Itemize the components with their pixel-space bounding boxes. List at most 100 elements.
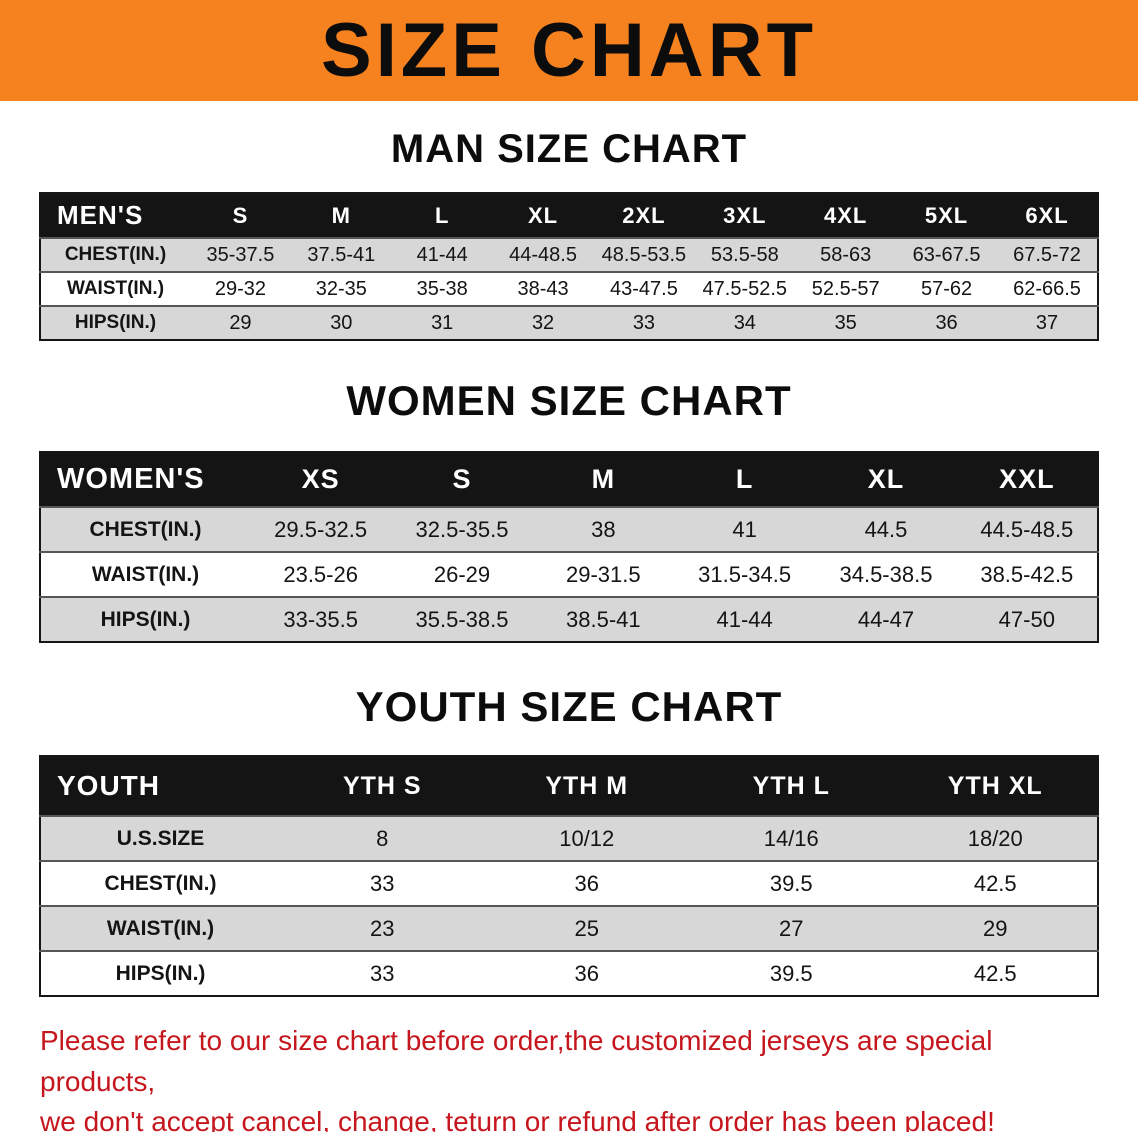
size-value-cell: 44-47 [857,606,915,632]
size-value-cell: 37.5-41 [307,243,376,266]
row-label: WAIST(IN.) [106,916,215,940]
size-value-cell: 35-38 [416,277,468,300]
size-column-header: S [232,202,249,228]
size-value-cell: 38.5-42.5 [980,561,1074,587]
size-value-cell: 62-66.5 [1013,277,1081,300]
size-value-cell: 42.5 [973,870,1017,896]
size-value-cell: 29 [229,311,252,334]
disclaimer: Please refer to our size chart before or… [40,1021,1100,1132]
size-value-cell: 26-29 [433,561,491,587]
table-row: CHEST(IN.) 29.5-32.5 32.5-35.5 38 41 44.5 44.5… [40,507,1098,552]
table-header-row: YOUTH YTH S YTH M YTH L YTH XL [40,756,1098,816]
table-row: HIPS(IN.) 33-35.5 35.5-38.5 38.5-41 41-44 44-… [40,597,1098,642]
size-column-header: YTH M [545,771,629,800]
size-column-header: YTH XL [947,771,1043,800]
size-column-header: 6XL [1025,202,1069,228]
size-value-cell: 53.5-58 [710,243,779,266]
size-column-header: YTH S [342,771,422,800]
size-value-cell: 63-67.5 [912,243,981,266]
size-value-cell: 33 [632,311,656,334]
size-column-header: 5XL [924,202,969,228]
size-value-cell: 41 [732,516,757,542]
size-value-cell: 67.5-72 [1013,243,1081,266]
row-label: HIPS(IN.) [74,312,157,333]
page-title: SIZE CHART [321,7,817,93]
men-size-table: MEN'S S M L XL 2XL 3XL 4XL 5XL 6XL CHEST(IN.) 35-37… [39,192,1099,341]
size-value-cell: 47.5-52.5 [702,277,788,300]
size-value-cell: 47-50 [998,606,1055,632]
size-value-cell: 27 [779,915,804,941]
size-column-header: M [591,464,616,494]
size-value-cell: 29-32 [214,277,267,300]
table-header-row: MEN'S S M L XL 2XL 3XL 4XL 5XL 6XL [40,193,1098,238]
size-value-cell: 52.5-57 [811,277,880,300]
size-value-cell: 38 [591,516,616,542]
size-value-cell: 29-31.5 [566,561,641,587]
row-label: CHEST(IN.) [64,244,167,265]
section-women: WOMEN SIZE CHART WOMEN'S XS S M L XL XXL CHEST(… [0,377,1138,643]
row-label: WAIST(IN.) [91,562,200,586]
table-row: WAIST(IN.) 23 25 27 29 [40,906,1098,951]
row-label: HIPS(IN.) [115,961,206,985]
size-value-cell: 14/16 [763,825,819,851]
size-value-cell: 32.5-35.5 [415,516,509,542]
disclaimer-line-1: Please refer to our size chart before or… [40,1025,993,1097]
row-label: CHEST(IN.) [104,871,217,895]
size-value-cell: 29 [983,915,1008,941]
size-value-cell: 35 [834,311,857,334]
size-value-cell: 23.5-26 [283,561,358,587]
size-value-cell: 39.5 [769,960,813,986]
size-column-header: YTH L [752,771,830,800]
section-men: MAN SIZE CHART MEN'S S M L XL 2XL 3XL 4XL 5XL 6XL… [0,127,1138,341]
size-value-cell: 36 [935,311,958,334]
size-value-cell: 38.5-41 [566,606,641,632]
table-corner-label: YOUTH [57,770,160,801]
size-value-cell: 41-44 [716,606,773,632]
table-row: CHEST(IN.) 35-37.5 37.5-41 41-44 44-48.5 48.5… [40,238,1098,272]
size-column-header: XS [301,464,340,494]
size-value-cell: 35-37.5 [206,243,275,266]
youth-size-table: YOUTH YTH S YTH M YTH L YTH XL U.S.SIZE 8 10/12… [39,755,1099,997]
size-value-cell: 48.5-53.5 [601,243,687,266]
size-column-header: L [434,202,450,228]
size-column-header: S [452,464,472,494]
men-section-heading: MAN SIZE CHART [390,127,748,171]
table-corner-label: WOMEN'S [57,463,205,495]
size-value-cell: 18/20 [967,825,1023,851]
size-value-cell: 36 [574,960,599,986]
size-value-cell: 39.5 [769,870,813,896]
women-size-table: WOMEN'S XS S M L XL XXL CHEST(IN.) 29.5-32.5 32.5… [39,451,1099,643]
women-section-heading: WOMEN SIZE CHART [346,377,792,424]
row-label: HIPS(IN.) [100,607,191,631]
size-value-cell: 10/12 [559,825,615,851]
row-label: CHEST(IN.) [89,517,202,541]
size-value-cell: 33 [370,870,395,896]
table-corner-label: MEN'S [57,200,144,230]
size-column-header: XXL [999,464,1055,494]
size-value-cell: 41-44 [416,243,468,266]
size-value-cell: 32 [531,311,555,334]
size-value-cell: 23 [370,915,395,941]
table-row: HIPS(IN.) 33 36 39.5 42.5 [40,951,1098,996]
size-value-cell: 44.5-48.5 [980,516,1074,542]
size-value-cell: 44.5 [864,516,908,542]
size-column-header: L [735,464,754,494]
size-column-header: 2XL [622,202,666,228]
size-value-cell: 25 [574,915,599,941]
table-row: HIPS(IN.) 29 30 31 32 33 34 35 36 37 [40,306,1098,340]
size-value-cell: 29.5-32.5 [274,516,368,542]
size-value-cell: 33 [370,960,395,986]
size-value-cell: 44-48.5 [509,243,577,266]
size-value-cell: 42.5 [973,960,1017,986]
size-value-cell: 34 [733,311,756,334]
section-youth: YOUTH SIZE CHART YOUTH YTH S YTH M YTH L YTH… [0,683,1138,997]
disclaimer-line-2: we don't accept cancel, change, teturn o… [40,1106,995,1132]
size-value-cell: 31 [431,311,454,334]
size-column-header: 3XL [723,202,767,228]
size-value-cell: 33-35.5 [283,606,358,632]
size-value-cell: 30 [330,311,353,334]
size-value-cell: 58-63 [820,243,872,266]
row-label: U.S.SIZE [116,826,205,850]
table-row: U.S.SIZE 8 10/12 14/16 18/20 [40,816,1098,861]
size-value-cell: 38-43 [517,277,569,300]
